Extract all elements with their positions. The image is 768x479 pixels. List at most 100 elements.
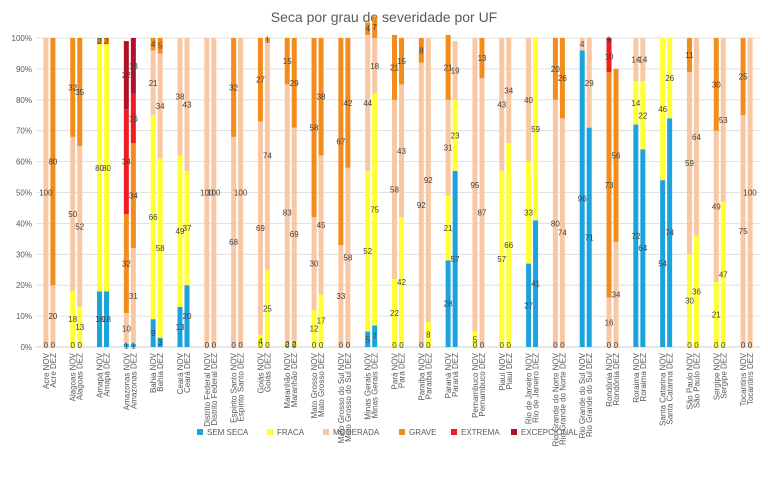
x-category-label: Pernambuco NOV — [471, 352, 480, 418]
data-label: 92 — [417, 201, 426, 210]
bar-segment — [613, 241, 619, 347]
data-label: 0 — [553, 341, 558, 350]
data-label: 100 — [743, 189, 757, 198]
data-label: 9 — [151, 329, 156, 338]
data-label: 34 — [122, 158, 131, 167]
legend-label: GRAVE — [409, 428, 436, 437]
bar-segment — [418, 62, 424, 347]
bar-segment — [452, 170, 458, 347]
legend-swatch — [399, 429, 405, 435]
bar-segment — [633, 38, 639, 82]
bar-segment — [264, 38, 270, 42]
bar-segment — [50, 285, 56, 347]
data-label: 0 — [238, 341, 243, 350]
data-label: 37 — [183, 224, 192, 233]
legend-item: FRACA — [267, 428, 305, 437]
data-label: 21 — [444, 224, 453, 233]
legend-swatch — [197, 429, 203, 435]
bar-segment — [284, 84, 290, 341]
x-category-label: Goiás NOV — [256, 352, 265, 393]
x-category-label: Rio Grande do Norte NOV — [551, 352, 560, 446]
data-label: 4 — [258, 337, 263, 346]
bar-segment — [633, 81, 639, 125]
data-label: 29 — [290, 79, 299, 88]
bar-segment — [123, 313, 129, 344]
bar-segment — [130, 343, 136, 347]
data-label: 0 — [44, 341, 49, 350]
bar-segment — [204, 38, 210, 347]
data-label: 58 — [310, 124, 319, 133]
data-label: 67 — [336, 138, 345, 147]
bar-segment — [130, 143, 136, 249]
x-category-label: Amapá NOV — [96, 352, 105, 398]
bar-segment — [157, 158, 163, 338]
data-label: 16 — [605, 318, 614, 327]
data-label: 30 — [685, 297, 694, 306]
bar-segment — [660, 180, 666, 347]
bar-segment — [184, 38, 190, 171]
bar-segment — [372, 38, 378, 94]
data-label: 64 — [692, 133, 701, 142]
x-category-label: Santa Catarina DEZ — [666, 353, 675, 425]
data-label: 69 — [256, 224, 265, 233]
bar-segment — [104, 44, 110, 292]
data-label: 43 — [497, 100, 506, 109]
legend-item: MODERADA — [323, 428, 380, 437]
bar-segment — [606, 38, 612, 42]
bar-segment — [311, 38, 317, 218]
data-label: 0 — [694, 341, 699, 350]
x-category-label: Paraná NOV — [444, 352, 453, 398]
data-label: 1 — [131, 341, 136, 350]
y-tick-label: 10% — [16, 312, 32, 321]
bar-segment — [264, 269, 270, 347]
y-tick-label: 0% — [20, 343, 32, 352]
bar-segment — [586, 38, 592, 128]
data-label: 0 — [205, 341, 210, 350]
data-label: 33 — [524, 209, 533, 218]
bars — [43, 16, 753, 348]
data-label: 2 — [292, 340, 297, 349]
data-label: 0 — [319, 341, 324, 350]
x-category-label: Rio de Janeiro DEZ — [532, 353, 541, 423]
x-category-label: Paraíba DEZ — [424, 353, 433, 399]
x-category-label: Bahia DEZ — [156, 353, 165, 392]
chart-title: Seca por grau de severidade por UF — [270, 9, 498, 25]
legend-item: SEM SECA — [197, 428, 249, 437]
bar-segment — [211, 38, 217, 347]
x-category-label: Sergipe DEZ — [719, 353, 728, 399]
bar-segment — [311, 309, 317, 347]
bar-segment — [640, 38, 646, 82]
data-label: 50 — [68, 210, 77, 219]
data-label: 95 — [470, 181, 479, 190]
data-label: 0 — [473, 341, 478, 350]
data-label: 66 — [504, 241, 513, 250]
data-label: 42 — [397, 278, 406, 287]
legend-label: SEM SECA — [207, 428, 249, 437]
data-label: 10 — [605, 53, 614, 62]
bar-segment — [740, 38, 746, 116]
bar-segment — [130, 38, 136, 94]
bar-segment — [150, 38, 156, 51]
data-label: 32 — [122, 260, 131, 269]
y-tick-label: 20% — [16, 281, 32, 290]
bar-segment — [372, 16, 378, 38]
bar-segment — [506, 143, 512, 347]
data-label: 92 — [424, 176, 433, 185]
data-label: 73 — [605, 181, 614, 190]
data-label: 36 — [692, 287, 701, 296]
data-label: 32 — [68, 83, 77, 92]
legend-label: FRACA — [277, 428, 305, 437]
data-label: 0 — [500, 341, 505, 350]
bar-segment — [533, 220, 539, 347]
data-label: 4 — [151, 40, 156, 49]
data-label: 12 — [310, 324, 319, 333]
bar-segment — [365, 331, 371, 347]
bar-segment — [157, 53, 163, 159]
x-category-label: Santa Catarina NOV — [659, 352, 668, 426]
data-label: 0 — [77, 341, 82, 350]
y-tick-label: 40% — [16, 219, 32, 228]
bar-segment — [392, 279, 397, 347]
bar-segment — [257, 121, 263, 335]
